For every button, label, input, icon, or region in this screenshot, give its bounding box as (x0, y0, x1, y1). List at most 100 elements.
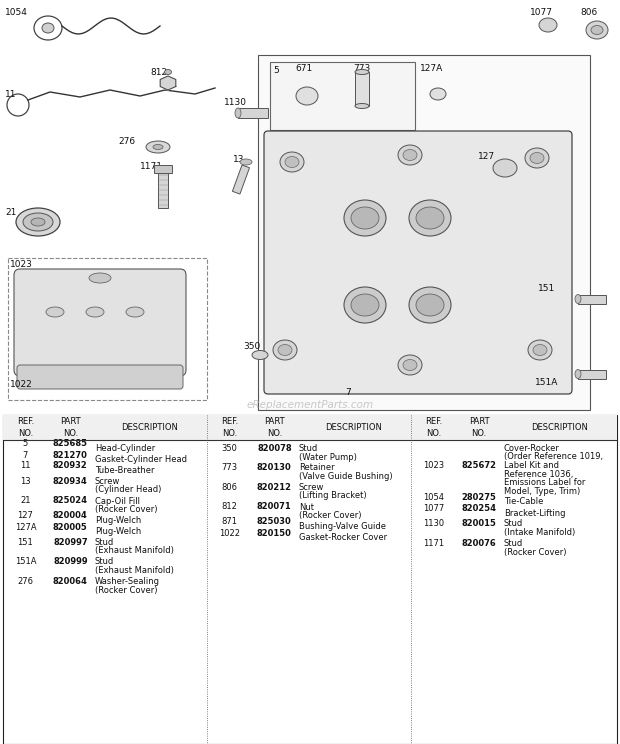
Text: 1130: 1130 (224, 98, 247, 107)
Ellipse shape (493, 159, 517, 177)
Text: PART
NO.: PART NO. (264, 417, 285, 437)
Text: 806: 806 (580, 8, 597, 17)
Text: 21: 21 (5, 208, 16, 217)
Ellipse shape (278, 344, 292, 356)
Text: 1171: 1171 (423, 539, 444, 548)
Text: 820004: 820004 (53, 512, 87, 521)
Text: Gasket-Rocker Cover: Gasket-Rocker Cover (299, 533, 387, 542)
Bar (232, 165, 249, 194)
Text: 820015: 820015 (461, 519, 497, 528)
Text: (Valve Guide Bushing): (Valve Guide Bushing) (299, 472, 392, 481)
Text: 127A: 127A (15, 522, 36, 531)
Text: 151: 151 (538, 284, 556, 293)
Text: 825685: 825685 (53, 440, 88, 449)
Text: 1130: 1130 (423, 519, 444, 528)
Text: 5: 5 (23, 440, 28, 449)
Text: Plug-Welch: Plug-Welch (95, 516, 141, 525)
Text: 820071: 820071 (257, 502, 291, 511)
Text: DESCRIPTION: DESCRIPTION (326, 423, 383, 432)
Ellipse shape (351, 207, 379, 229)
Ellipse shape (355, 103, 369, 109)
Text: Gasket-Cylinder Head: Gasket-Cylinder Head (95, 455, 187, 464)
Text: 127: 127 (478, 152, 495, 161)
Text: 825024: 825024 (53, 496, 88, 505)
Text: Stud: Stud (95, 557, 114, 566)
Polygon shape (160, 76, 176, 90)
Text: 871: 871 (221, 518, 237, 527)
Text: 820999: 820999 (53, 557, 87, 566)
Ellipse shape (591, 25, 603, 34)
Ellipse shape (252, 350, 268, 359)
Text: 671: 671 (295, 64, 312, 73)
Ellipse shape (409, 287, 451, 323)
Text: 151A: 151A (15, 557, 36, 566)
Text: 812: 812 (150, 68, 167, 77)
Ellipse shape (240, 159, 252, 165)
Text: 820934: 820934 (53, 477, 87, 486)
Text: Tube-Breather: Tube-Breather (95, 466, 154, 475)
Text: Plug-Welch: Plug-Welch (95, 527, 141, 536)
Text: 350: 350 (243, 342, 260, 351)
Ellipse shape (146, 141, 170, 153)
Bar (154, 165, 172, 173)
Text: 820997: 820997 (53, 538, 87, 547)
Ellipse shape (285, 156, 299, 167)
Text: Reference 1036,: Reference 1036, (503, 469, 573, 478)
Text: (Exhaust Manifold): (Exhaust Manifold) (95, 566, 174, 575)
Ellipse shape (398, 145, 422, 165)
Text: 13: 13 (233, 155, 244, 164)
Bar (238, 108, 268, 118)
Text: Stud: Stud (299, 444, 318, 453)
Text: 11: 11 (5, 90, 17, 99)
Ellipse shape (46, 307, 64, 317)
Text: Stud: Stud (503, 519, 523, 528)
Text: 1023: 1023 (10, 260, 33, 269)
Text: 7: 7 (23, 451, 28, 460)
Text: 812: 812 (221, 502, 237, 511)
Text: 820932: 820932 (53, 461, 87, 470)
Ellipse shape (539, 18, 557, 32)
Text: 820005: 820005 (53, 522, 87, 531)
Ellipse shape (344, 200, 386, 236)
Text: 151A: 151A (535, 378, 559, 387)
Text: Bracket-Lifting: Bracket-Lifting (503, 508, 565, 518)
Ellipse shape (126, 307, 144, 317)
Ellipse shape (351, 294, 379, 316)
Ellipse shape (164, 69, 172, 74)
Text: 280275: 280275 (461, 493, 497, 502)
Text: 7: 7 (345, 388, 351, 397)
Text: 820150: 820150 (257, 528, 292, 537)
Text: Stud: Stud (503, 539, 523, 548)
Ellipse shape (533, 344, 547, 356)
Text: (Exhaust Manifold): (Exhaust Manifold) (95, 547, 174, 556)
Ellipse shape (89, 273, 111, 283)
Ellipse shape (31, 218, 45, 226)
Ellipse shape (23, 213, 53, 231)
Text: 1022: 1022 (10, 380, 33, 389)
Text: 820212: 820212 (257, 483, 292, 492)
Text: 127A: 127A (420, 64, 443, 73)
Ellipse shape (355, 69, 369, 74)
Ellipse shape (586, 21, 608, 39)
Text: 820130: 820130 (257, 464, 291, 472)
Bar (578, 370, 606, 379)
Text: 5: 5 (273, 66, 279, 75)
Text: 825672: 825672 (461, 461, 497, 469)
Text: REF.
NO.: REF. NO. (17, 417, 34, 437)
Text: 820078: 820078 (257, 443, 291, 453)
Bar (3, 415, 617, 440)
FancyBboxPatch shape (14, 269, 186, 376)
Bar (578, 295, 606, 304)
Text: REF.
NO.: REF. NO. (425, 417, 442, 437)
Text: eReplacementParts.com: eReplacementParts.com (246, 400, 374, 410)
Text: 151: 151 (17, 538, 33, 547)
Ellipse shape (42, 23, 54, 33)
Ellipse shape (235, 108, 241, 118)
Text: PART
NO.: PART NO. (60, 417, 81, 437)
Text: 820254: 820254 (461, 504, 497, 513)
Ellipse shape (296, 87, 318, 105)
Text: Bushing-Valve Guide: Bushing-Valve Guide (299, 522, 386, 531)
Ellipse shape (403, 150, 417, 161)
Text: 11: 11 (20, 461, 31, 470)
FancyBboxPatch shape (264, 131, 572, 394)
